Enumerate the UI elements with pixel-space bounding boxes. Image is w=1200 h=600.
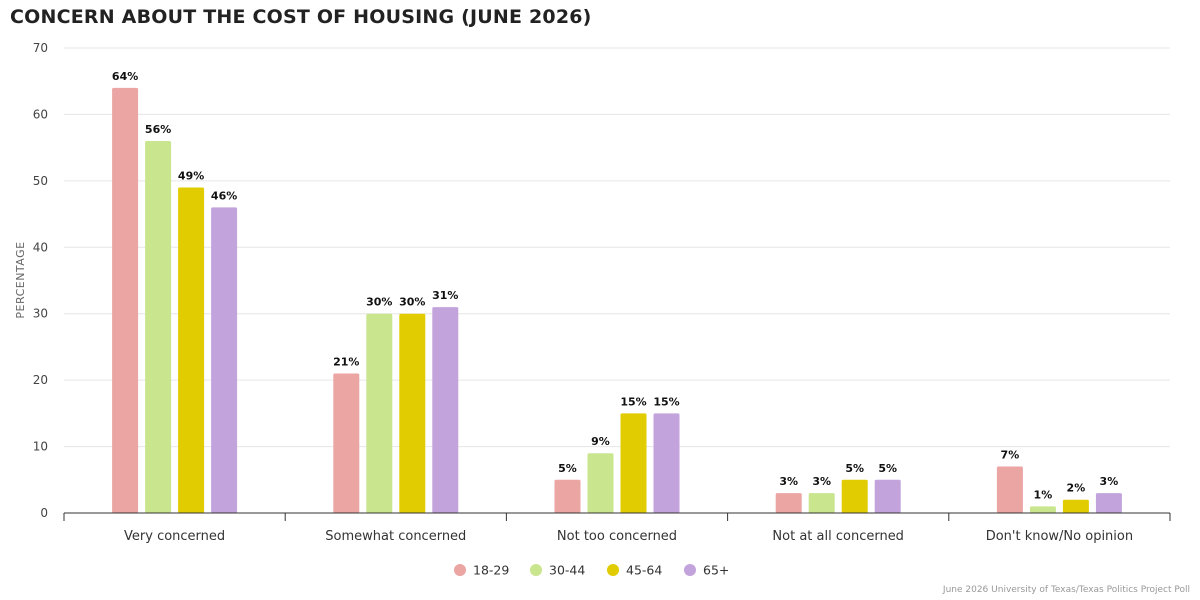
legend-swatch <box>607 564 619 576</box>
bar <box>620 413 647 513</box>
x-axis: Very concerned Somewhat concerned Not too … <box>63 512 1171 544</box>
y-tick-label: 30 <box>33 307 48 321</box>
bar <box>1029 506 1056 513</box>
bar <box>808 493 835 513</box>
legend-swatch <box>530 564 542 576</box>
legend-label[interactable]: 18-29 <box>473 563 509 578</box>
bar <box>554 479 581 513</box>
bar <box>366 313 393 513</box>
data-label: 30% <box>366 296 392 309</box>
y-tick-label: 0 <box>40 506 48 520</box>
data-label: 9% <box>591 435 610 448</box>
data-label: 64% <box>112 70 138 83</box>
data-label: 15% <box>653 395 679 408</box>
data-label: 5% <box>878 462 897 475</box>
data-label: 1% <box>1034 488 1053 501</box>
bar <box>874 479 901 513</box>
bar <box>333 373 360 513</box>
bar <box>587 453 614 513</box>
bar <box>399 313 426 513</box>
bar <box>211 207 238 513</box>
legend-swatch <box>454 564 466 576</box>
bar <box>145 141 172 513</box>
gridlines <box>64 47 1170 448</box>
bar <box>653 413 680 513</box>
data-label: 7% <box>1001 449 1020 462</box>
bar <box>178 187 205 513</box>
legend-label[interactable]: 30-44 <box>549 563 585 578</box>
data-label: 5% <box>558 462 577 475</box>
legend-label[interactable]: 45-64 <box>626 563 662 578</box>
data-label: 2% <box>1067 482 1086 495</box>
data-label: 30% <box>399 296 425 309</box>
y-tick-label: 20 <box>33 373 48 387</box>
bar <box>432 307 459 513</box>
y-axis: 0 10 20 30 40 50 60 70 <box>33 41 48 520</box>
x-tick-label: Don't know/No opinion <box>986 529 1133 544</box>
data-label: 49% <box>178 170 204 183</box>
x-tick-label: Very concerned <box>124 529 225 544</box>
x-tick-label: Somewhat concerned <box>325 529 466 544</box>
bar <box>996 466 1023 513</box>
data-label: 31% <box>432 289 458 302</box>
legend-label[interactable]: 65+ <box>703 563 729 578</box>
bar <box>1095 493 1122 513</box>
data-label: 15% <box>620 395 646 408</box>
bar <box>1062 499 1089 513</box>
data-label: 46% <box>211 189 237 202</box>
y-tick-label: 70 <box>33 41 48 55</box>
bar <box>112 87 139 513</box>
source-note: June 2026 University of Texas/Texas Poli… <box>942 585 1190 595</box>
bar <box>775 493 802 513</box>
bar <box>841 479 868 513</box>
y-axis-label: PERCENTAGE <box>14 241 27 318</box>
data-label: 56% <box>145 123 171 136</box>
data-label: 3% <box>779 475 798 488</box>
data-label: 5% <box>845 462 864 475</box>
x-tick-label: Not too concerned <box>557 529 677 544</box>
data-label: 3% <box>812 475 831 488</box>
y-tick-label: 60 <box>33 107 48 121</box>
y-tick-label: 10 <box>33 440 48 454</box>
chart-title: CONCERN ABOUT THE COST OF HOUSING (JUNE … <box>10 6 592 28</box>
data-label: 3% <box>1100 475 1119 488</box>
x-tick-label: Not at all concerned <box>772 529 904 544</box>
legend: 18-29 30-44 45-64 65+ <box>454 563 729 578</box>
legend-swatch <box>684 564 696 576</box>
y-tick-label: 50 <box>33 174 48 188</box>
y-tick-label: 40 <box>33 240 48 254</box>
bars: 64% 56% 49% 46% 21% 30% 30% 31% 5% 9% 15% 15% 3% 3% 5%… <box>112 70 1122 513</box>
data-label: 21% <box>333 356 359 369</box>
